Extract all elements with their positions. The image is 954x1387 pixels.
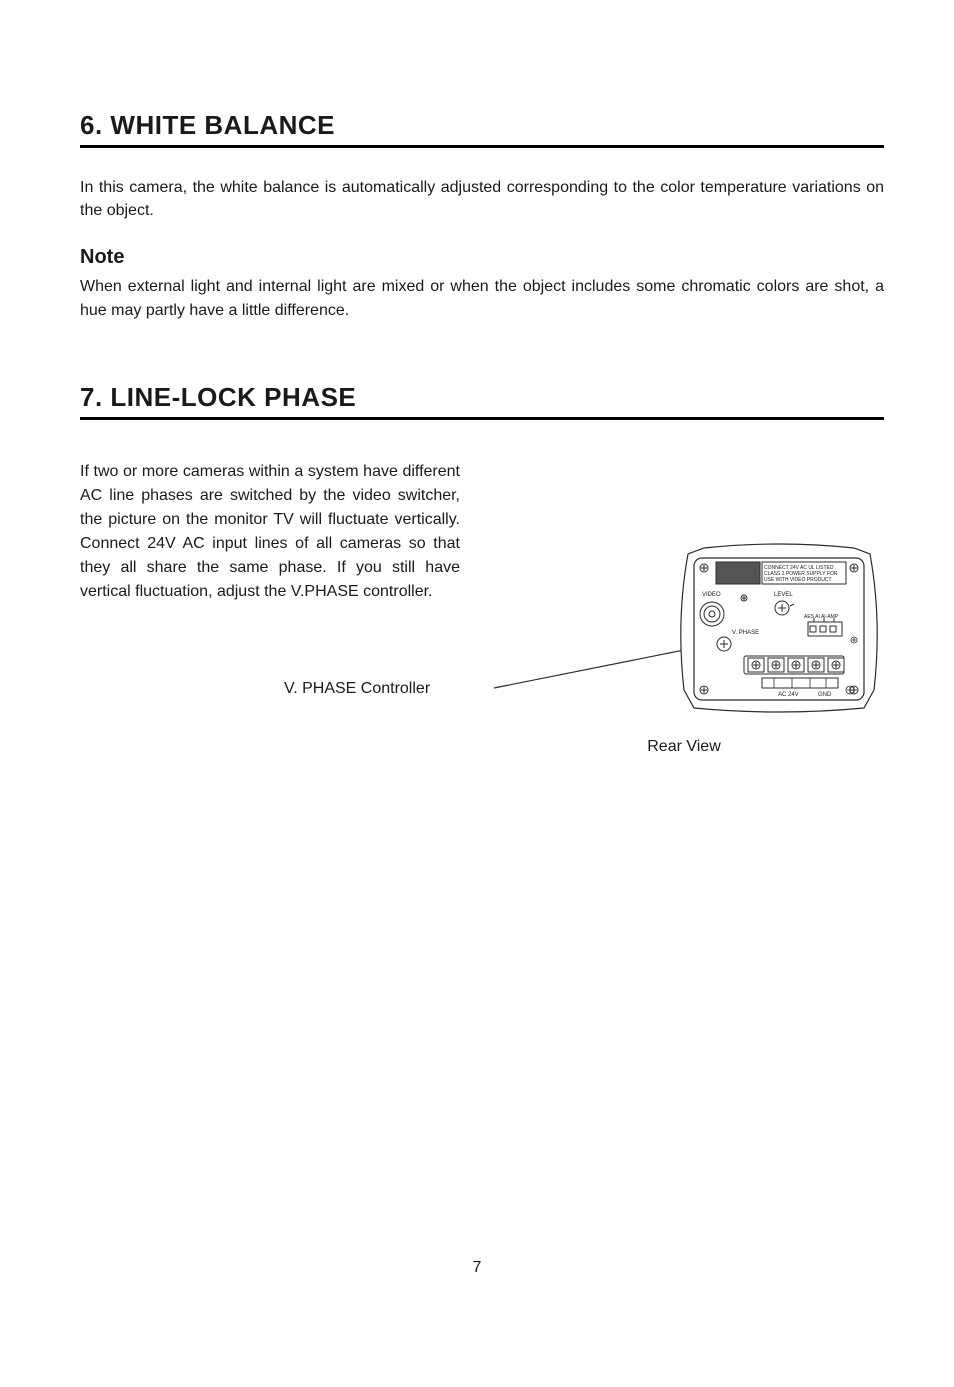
video-label: VIDEO: [702, 592, 721, 598]
rear-view-diagram: CONNECT 24V AC UL LISTED CLASS 2 POWER S…: [484, 540, 884, 720]
note-heading: Note: [80, 246, 884, 269]
page: 6. WHITE BALANCE In this camera, the whi…: [0, 0, 954, 1387]
rear-view-label: Rear View: [484, 738, 884, 756]
section-6-heading: 6. WHITE BALANCE: [80, 110, 884, 148]
diagram-wrap: V. PHASE Controller: [484, 460, 884, 756]
note-body: When external light and internal light a…: [80, 275, 884, 321]
warning-line3: USE WITH VIDEO PRODUCT: [764, 577, 832, 583]
section-7: 7. LINE-LOCK PHASE If two or more camera…: [80, 382, 884, 756]
section-6-body: In this camera, the white balance is aut…: [80, 176, 884, 222]
section-7-row: If two or more cameras within a system h…: [80, 460, 884, 756]
vphase-label: V. PHASE: [732, 630, 759, 636]
warning-plate: [716, 562, 760, 584]
ground-screw: [846, 686, 854, 694]
gnd-label: GND: [818, 692, 832, 698]
section-7-heading: 7. LINE-LOCK PHASE: [80, 382, 884, 420]
ac24v-label: AC 24V: [778, 692, 799, 698]
level-label: LEVEL: [774, 592, 793, 598]
vphase-callout-label: V. PHASE Controller: [284, 680, 430, 698]
page-number: 7: [0, 1259, 954, 1277]
section-7-body: If two or more cameras within a system h…: [80, 460, 460, 604]
